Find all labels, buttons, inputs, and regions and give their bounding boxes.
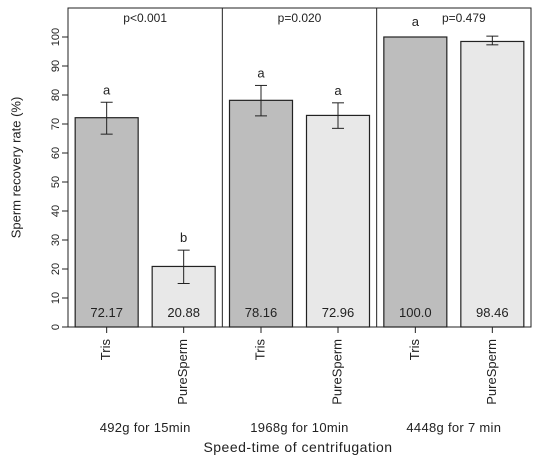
value-label: 98.46 bbox=[476, 305, 509, 320]
group-label: 492g for 15min bbox=[100, 420, 191, 435]
value-label: 78.16 bbox=[245, 305, 278, 320]
x-tick-label: Tris bbox=[252, 339, 267, 361]
p-value-label: p=0.479 bbox=[442, 11, 486, 25]
y-axis: 0 10 20 30 40 50 60 70 80 90 100 bbox=[50, 28, 68, 330]
x-axis-title: Speed-time of centrifugation bbox=[203, 439, 392, 455]
y-tick-label: 20 bbox=[50, 263, 62, 275]
plot-frame bbox=[67, 7, 532, 328]
p-value-label: p<0.001 bbox=[123, 11, 167, 25]
significance-letter: b bbox=[180, 230, 187, 245]
y-tick-label: 60 bbox=[50, 147, 62, 159]
value-label: 20.88 bbox=[167, 305, 200, 320]
y-tick-label: 40 bbox=[50, 205, 62, 217]
value-label: 100.0 bbox=[399, 305, 432, 320]
y-tick-label: 90 bbox=[50, 60, 62, 72]
significance-letter: a bbox=[103, 82, 111, 97]
bar bbox=[460, 40, 525, 328]
x-tick-label: PureSperm bbox=[175, 339, 190, 405]
group-label: 4448g for 7 min bbox=[406, 420, 501, 435]
significance-letter: a bbox=[257, 65, 265, 80]
value-label: 72.17 bbox=[90, 305, 123, 320]
y-tick-label: 10 bbox=[50, 292, 62, 304]
bar bbox=[305, 114, 371, 328]
bar bbox=[228, 99, 294, 328]
significance-letter: a bbox=[412, 14, 420, 29]
y-axis-title: Sperm recovery rate (%) bbox=[8, 97, 23, 239]
y-tick-label: 80 bbox=[50, 89, 62, 101]
y-tick-label: 70 bbox=[50, 118, 62, 130]
x-tick-label: PureSperm bbox=[329, 339, 344, 405]
group-label: 1968g for 10min bbox=[250, 420, 348, 435]
value-label: 72.96 bbox=[322, 305, 355, 320]
p-value-label: p=0.020 bbox=[278, 11, 322, 25]
y-tick-label: 100 bbox=[50, 28, 62, 46]
x-tick-label: Tris bbox=[98, 339, 113, 361]
y-tick-label: 30 bbox=[50, 234, 62, 246]
significance-letter: a bbox=[334, 83, 342, 98]
panel-separators: p<0.001 p=0.020 p=0.479 bbox=[123, 8, 486, 327]
bars: a 72.17 b 20.88 a 78.16 a 72.96 a 100.0 98.46 bbox=[74, 14, 525, 328]
bar bbox=[383, 36, 448, 328]
x-tick-label: Tris bbox=[407, 339, 422, 361]
x-tick-label: PureSperm bbox=[484, 339, 499, 405]
y-tick-label: 0 bbox=[50, 324, 62, 330]
bar bbox=[74, 117, 139, 328]
x-axis-labels: 492g for 15min Tris PureSperm 1968g for 10m… bbox=[98, 327, 501, 435]
y-tick-label: 50 bbox=[50, 176, 62, 188]
